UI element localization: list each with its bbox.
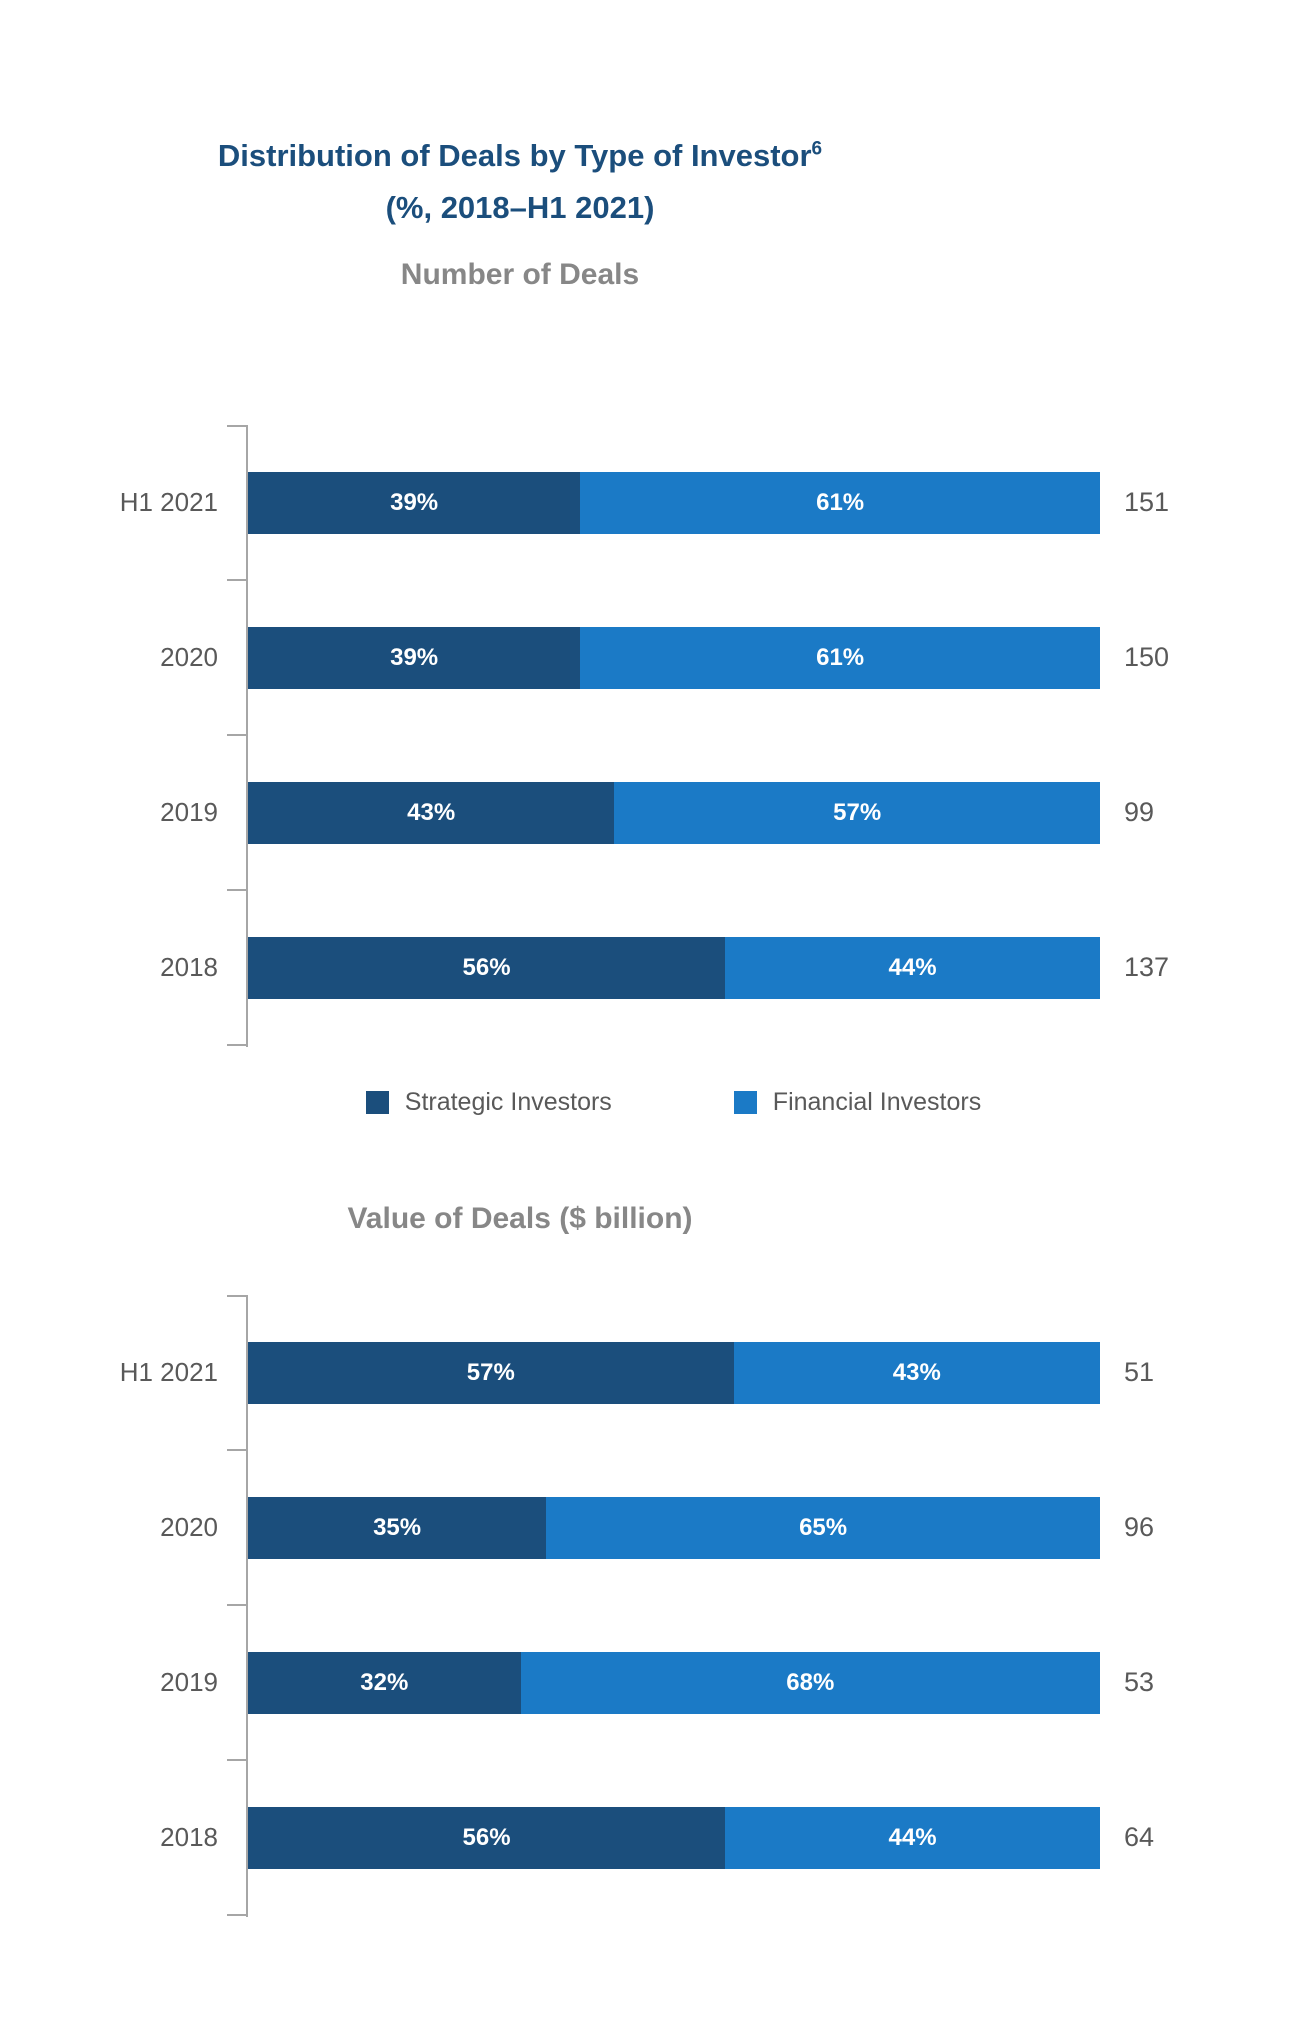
- segment-percent-label: 44%: [888, 1823, 937, 1851]
- total-label: 64: [1124, 1822, 1155, 1852]
- bar-segment-strategic: 57%: [248, 1341, 734, 1404]
- segment-percent-label: 32%: [360, 1668, 409, 1696]
- segment-percent-label: 56%: [462, 1823, 511, 1851]
- legend-label: Financial Investors: [772, 1088, 982, 1116]
- segment-percent-label: 44%: [888, 953, 937, 981]
- stacked-bar: 39% 61%: [248, 471, 1100, 534]
- bar-row: 2018 56% 44% 137: [0, 890, 1299, 1045]
- bar-segment-financial: 44%: [725, 936, 1100, 999]
- axis-tick: [227, 734, 247, 736]
- axis-tick: [227, 1295, 247, 1297]
- bar-row: H1 2021 57% 43% 51: [0, 1295, 1299, 1450]
- legend-item-financial: Financial Investors: [733, 1088, 982, 1117]
- segment-percent-label: 39%: [390, 643, 439, 671]
- figure-title-text: Distribution of Deals by Type of Investo…: [217, 138, 812, 173]
- category-label: 2019: [160, 1667, 218, 1697]
- bar-segment-strategic: 56%: [248, 936, 726, 999]
- bar-segment-strategic: 32%: [248, 1651, 521, 1714]
- total-label: 151: [1124, 487, 1170, 517]
- bar-segment-strategic: 35%: [248, 1496, 547, 1559]
- segment-percent-label: 61%: [816, 488, 865, 516]
- stacked-bar: 35% 65%: [248, 1496, 1100, 1559]
- stacked-bar: 43% 57%: [248, 781, 1100, 844]
- bar-segment-strategic: 56%: [248, 1806, 726, 1869]
- total-label: 96: [1124, 1512, 1155, 1542]
- category-label: 2018: [160, 952, 218, 982]
- axis-tick: [227, 1044, 247, 1046]
- bar-row: 2018 56% 44% 64: [0, 1760, 1299, 1915]
- figure-title: Distribution of Deals by Type of Investo…: [0, 130, 1040, 182]
- category-label: 2018: [160, 1822, 218, 1852]
- segment-percent-label: 57%: [466, 1358, 515, 1386]
- figure-subtitle: (%, 2018–H1 2021): [385, 190, 655, 225]
- chart1-plot-area: H1 2021 39% 61% 151 2020 39% 61% 150 201…: [0, 425, 1299, 1047]
- bar-row: 2019 32% 68% 53: [0, 1605, 1299, 1760]
- bar-row: 2019 43% 57% 99: [0, 735, 1299, 890]
- segment-percent-label: 68%: [786, 1668, 835, 1696]
- legend-swatch-financial: [733, 1091, 757, 1114]
- axis-tick: [227, 579, 247, 581]
- bar-row: H1 2021 39% 61% 151: [0, 425, 1299, 580]
- total-label: 51: [1124, 1357, 1155, 1387]
- bar-segment-financial: 61%: [580, 626, 1100, 689]
- axis-tick: [227, 1449, 247, 1451]
- segment-percent-label: 57%: [833, 798, 882, 826]
- legend-swatch-strategic: [365, 1091, 389, 1114]
- bar-segment-strategic: 39%: [248, 626, 581, 689]
- segment-percent-label: 43%: [892, 1358, 941, 1386]
- axis-tick: [227, 1604, 247, 1606]
- chart2-title: Value of Deals ($ billion): [347, 1202, 693, 1235]
- segment-percent-label: 43%: [407, 798, 456, 826]
- bar-segment-financial: 43%: [733, 1341, 1100, 1404]
- category-label: 2020: [160, 1512, 218, 1542]
- legend-label: Strategic Investors: [404, 1088, 612, 1116]
- segment-percent-label: 65%: [799, 1513, 848, 1541]
- bar-segment-financial: 57%: [614, 781, 1100, 844]
- segment-percent-label: 61%: [816, 643, 865, 671]
- chart2-plot-area: H1 2021 57% 43% 51 2020 35% 65% 96 2019 …: [0, 1295, 1299, 1917]
- stacked-bar: 56% 44%: [248, 1806, 1100, 1869]
- bar-segment-financial: 44%: [725, 1806, 1100, 1869]
- y-axis-line: [246, 425, 248, 1047]
- footnote-marker: 6: [811, 138, 823, 160]
- bar-segment-financial: 68%: [520, 1651, 1100, 1714]
- stacked-bar: 39% 61%: [248, 626, 1100, 689]
- bar-segment-strategic: 39%: [248, 471, 581, 534]
- total-label: 150: [1124, 642, 1170, 672]
- segment-percent-label: 39%: [390, 488, 439, 516]
- bar-row: 2020 35% 65% 96: [0, 1450, 1299, 1605]
- stacked-bar: 57% 43%: [248, 1341, 1100, 1404]
- total-label: 137: [1124, 952, 1170, 982]
- segment-percent-label: 56%: [462, 953, 511, 981]
- category-label: H1 2021: [119, 1357, 218, 1387]
- segment-percent-label: 35%: [373, 1513, 422, 1541]
- bar-segment-financial: 61%: [580, 471, 1100, 534]
- axis-tick: [227, 425, 247, 427]
- legend-item-strategic: Strategic Investors: [365, 1088, 612, 1117]
- chart1-title: Number of Deals: [400, 258, 640, 291]
- category-label: 2020: [160, 642, 218, 672]
- category-label: 2019: [160, 797, 218, 827]
- total-label: 99: [1124, 797, 1155, 827]
- stacked-bar: 56% 44%: [248, 936, 1100, 999]
- category-label: H1 2021: [119, 487, 218, 517]
- bar-segment-financial: 65%: [546, 1496, 1100, 1559]
- axis-tick: [227, 1914, 247, 1916]
- legend: Strategic Investors Financial Investors: [247, 1088, 1100, 1117]
- axis-tick: [227, 889, 247, 891]
- bar-row: 2020 39% 61% 150: [0, 580, 1299, 735]
- axis-tick: [227, 1759, 247, 1761]
- bar-segment-strategic: 43%: [248, 781, 615, 844]
- y-axis-line: [246, 1295, 248, 1917]
- stacked-bar: 32% 68%: [248, 1651, 1100, 1714]
- total-label: 53: [1124, 1667, 1155, 1697]
- figure-title-block: Distribution of Deals by Type of Investo…: [0, 130, 1040, 234]
